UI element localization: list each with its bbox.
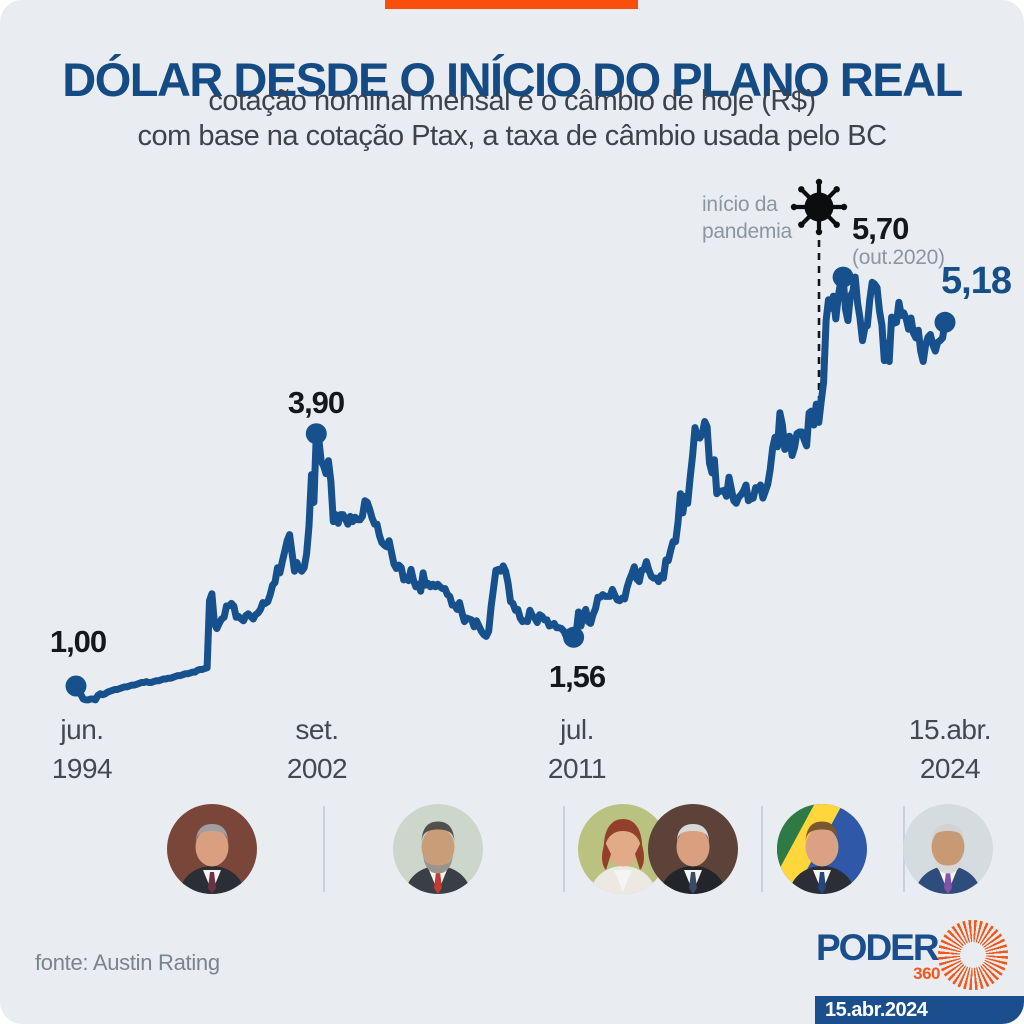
- poder360-logo-text: PODER: [816, 927, 940, 968]
- publication-date-badge: 15.abr.2024: [815, 996, 1024, 1024]
- avatar-bolsonaro: [777, 804, 867, 894]
- avatar-lula-current: [903, 804, 993, 894]
- top-accent-bar: [385, 0, 638, 9]
- x-axis-label-2024: 15.abr. 2024: [880, 710, 1020, 788]
- marker-sublabel-out2020: (out.2020): [852, 246, 945, 269]
- source-credit: fonte: Austin Rating: [35, 950, 220, 975]
- x-axis-label-2002: set. 2002: [247, 710, 387, 788]
- x-axis-label-2011-month: jul.: [560, 714, 594, 745]
- president-strip-divider: [323, 806, 325, 892]
- sunburst-icon: [938, 920, 1008, 990]
- pandemic-annotation-line-1: início da: [702, 193, 778, 216]
- subtitle-line-2: com base na cotação Ptax, a taxa de câmb…: [137, 120, 887, 152]
- x-axis-label-2024-date: 15.abr.: [908, 714, 992, 745]
- marker-label-2011-low: 1,56: [548, 659, 606, 694]
- x-axis-label-2002-month: set.: [295, 714, 339, 745]
- avatar-lula-first-terms: [393, 804, 483, 894]
- avatar-fhc: [167, 804, 257, 894]
- marker-label-2002-peak: 3,90: [287, 385, 345, 420]
- x-axis-label-2002-year: 2002: [286, 753, 348, 784]
- pandemic-annotation: início da pandemia: [702, 191, 792, 245]
- pandemic-annotation-line-2: pandemia: [702, 220, 792, 243]
- page-title: DÓLAR DESDE O INÍCIO DO PLANO REAL: [62, 53, 963, 107]
- marker-label-today: 5,18: [941, 260, 1012, 302]
- x-axis-label-1994-year: 1994: [51, 753, 113, 784]
- marker-label-1994: 1,00: [49, 624, 107, 659]
- x-axis-label-2024-year: 2024: [919, 753, 981, 784]
- subtitle-line-1: cotação nominal mensal e o câmbio de hoj…: [208, 85, 816, 117]
- president-strip-divider: [761, 806, 763, 892]
- x-axis-label-1994-month: jun.: [60, 714, 104, 745]
- marker-label-2020-peak: 5,70: [852, 211, 909, 246]
- x-axis-label-2011-year: 2011: [547, 753, 607, 784]
- avatar-temer: [648, 804, 738, 894]
- president-strip-divider: [563, 806, 565, 892]
- x-axis-label-2011: jul. 2011: [507, 710, 647, 788]
- poder360-logo-number: 360: [913, 964, 940, 983]
- x-axis-label-1994: jun. 1994: [12, 710, 152, 788]
